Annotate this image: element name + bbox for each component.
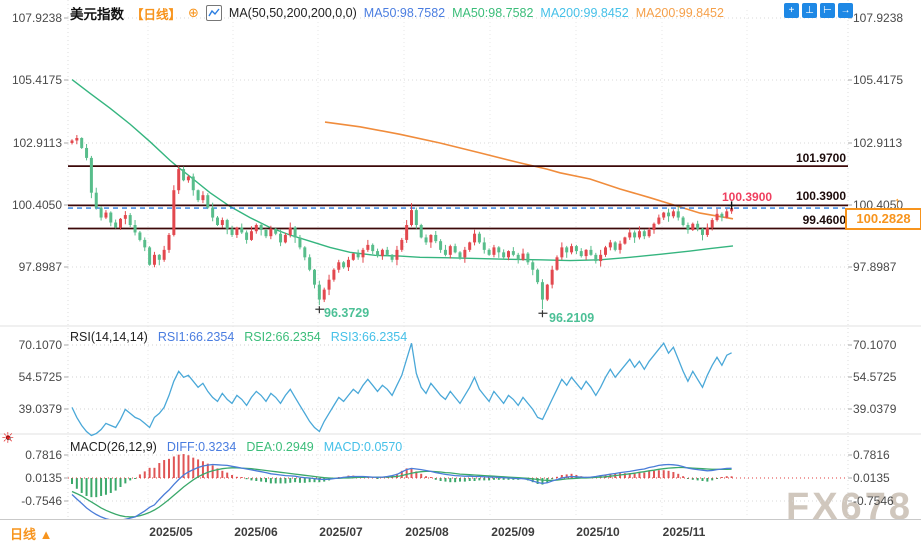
ma-params: MA(50,50,200,200,0,0) <box>228 6 357 20</box>
ma-line-MA50 <box>71 79 734 262</box>
period-selector[interactable]: 日线 ▲ <box>10 524 53 543</box>
price-line-label-994600: 99.4600 <box>802 213 846 227</box>
y-axis-label-rsi: 39.0379 <box>853 402 897 416</box>
macd-title: MACD(26,12,9) <box>70 440 157 454</box>
indicator-settings-icon[interactable]: ☀ ○ <box>1 430 19 448</box>
price-line-label-1019700: 101.9700 <box>795 151 846 165</box>
macd-value: MACD:0.0570 <box>323 440 403 454</box>
triangle-up-icon: ▲ <box>39 527 53 542</box>
price-line-label-1003900: 100.3900 <box>795 189 846 203</box>
y-axis-label-main: 105.4175 <box>853 73 904 87</box>
axis-scale-icon[interactable]: ⊢ <box>820 3 835 18</box>
period-selector-label: 日线 <box>10 527 37 542</box>
macd-header: MACD(26,12,9) DIFF:0.3234 DEA:0.2949 MAC… <box>70 440 402 454</box>
sun-ring-icon: ○ <box>5 433 12 444</box>
y-axis-label-main: 102.9113 <box>12 136 62 150</box>
rsi3-value: RSI3:66.2354 <box>330 330 408 344</box>
low-marker-label-1: 96.3729 <box>324 306 370 320</box>
current-price-label: 100.3900 <box>722 190 773 204</box>
period-tag: 【日线】 <box>131 7 182 22</box>
ma50-value-2: MA50:98.7582 <box>452 6 534 20</box>
y-axis-label-main: 100.4050 <box>11 198 62 212</box>
x-axis-date-label: 2025/07 <box>319 525 363 539</box>
add-indicator-icon[interactable]: ⊕ <box>188 5 199 20</box>
y-axis-label-rsi: 54.5725 <box>18 370 62 384</box>
x-axis-date-label: 2025/08 <box>405 525 449 539</box>
y-axis-label-rsi: 70.1070 <box>853 338 897 352</box>
diff-value: DIFF:0.3234 <box>166 440 237 454</box>
x-axis-date-label: 2025/06 <box>234 525 278 539</box>
x-axis-date-label: 2025/09 <box>491 525 535 539</box>
rsi2-value: RSI2:66.2354 <box>244 330 321 344</box>
chart-type-icon[interactable] <box>205 5 222 21</box>
x-axis-date-label: 2025/10 <box>576 525 620 539</box>
y-axis-label-macd: 0.7816 <box>25 448 62 462</box>
ma200-value-1: MA200:99.8452 <box>540 6 629 20</box>
diff-line <box>71 463 732 522</box>
x-axis-date-label: 2025/11 <box>662 525 706 539</box>
rsi-line <box>71 341 732 437</box>
y-axis-label-main: 107.9238 <box>11 11 62 25</box>
x-axis-date-label: 2025/05 <box>149 525 193 539</box>
chart-header: 美元指数 【日线】 ⊕ MA(50,50,200,200,0,0) MA50:9… <box>70 3 724 23</box>
time-axis-bar: 日线 ▲ 2025/05 2025/06 2025/07 2025/08 2025/09… <box>0 519 921 544</box>
y-axis-label-rsi: 54.5725 <box>853 370 897 384</box>
price-up-arrow: ↑ <box>894 194 901 209</box>
y-axis-label-main: 97.8987 <box>853 260 897 274</box>
last-price-box: 100.2828 <box>845 208 921 230</box>
candlestick-series <box>70 135 734 310</box>
collapse-right-icon[interactable]: → <box>838 3 853 18</box>
y-axis-label-main: 97.8987 <box>18 260 62 274</box>
y-axis-label-main: 102.9113 <box>853 136 903 150</box>
y-axis-label-macd: -0.7546 <box>21 494 62 508</box>
dea-value: DEA:0.2949 <box>246 440 314 454</box>
y-axis-label-main: 107.9238 <box>853 11 904 25</box>
y-axis-label-macd: -0.7546 <box>853 494 894 508</box>
sun-rays-icon: ☀ <box>1 430 15 447</box>
y-axis-label-macd: 0.7816 <box>853 448 890 462</box>
ma-line-MA200 <box>324 121 734 220</box>
y-axis-label-macd: 0.0135 <box>853 471 890 485</box>
y-axis-label-main: 105.4175 <box>11 73 62 87</box>
low-marker-label-2: 96.2109 <box>549 311 595 325</box>
pan-icon[interactable]: + <box>784 3 799 18</box>
y-axis-label-rsi: 70.1070 <box>18 338 62 352</box>
rsi1-value: RSI1:66.2354 <box>157 330 235 344</box>
dea-line <box>71 466 732 518</box>
chart-toolbar: + ⊥ ⊢ → <box>784 3 853 18</box>
ma50-value-1: MA50:98.7582 <box>363 6 446 20</box>
ma200-value-2: MA200:99.8452 <box>635 6 724 20</box>
y-axis-label-rsi: 39.0379 <box>18 402 62 416</box>
rsi-title: RSI(14,14,14) <box>70 330 148 344</box>
symbol-title: 美元指数 <box>70 7 124 22</box>
axis-fit-icon[interactable]: ⊥ <box>802 3 817 18</box>
rsi-header: RSI(14,14,14) RSI1:66.2354 RSI2:66.2354 … <box>70 330 407 344</box>
y-axis-label-macd: 0.0135 <box>25 471 62 485</box>
